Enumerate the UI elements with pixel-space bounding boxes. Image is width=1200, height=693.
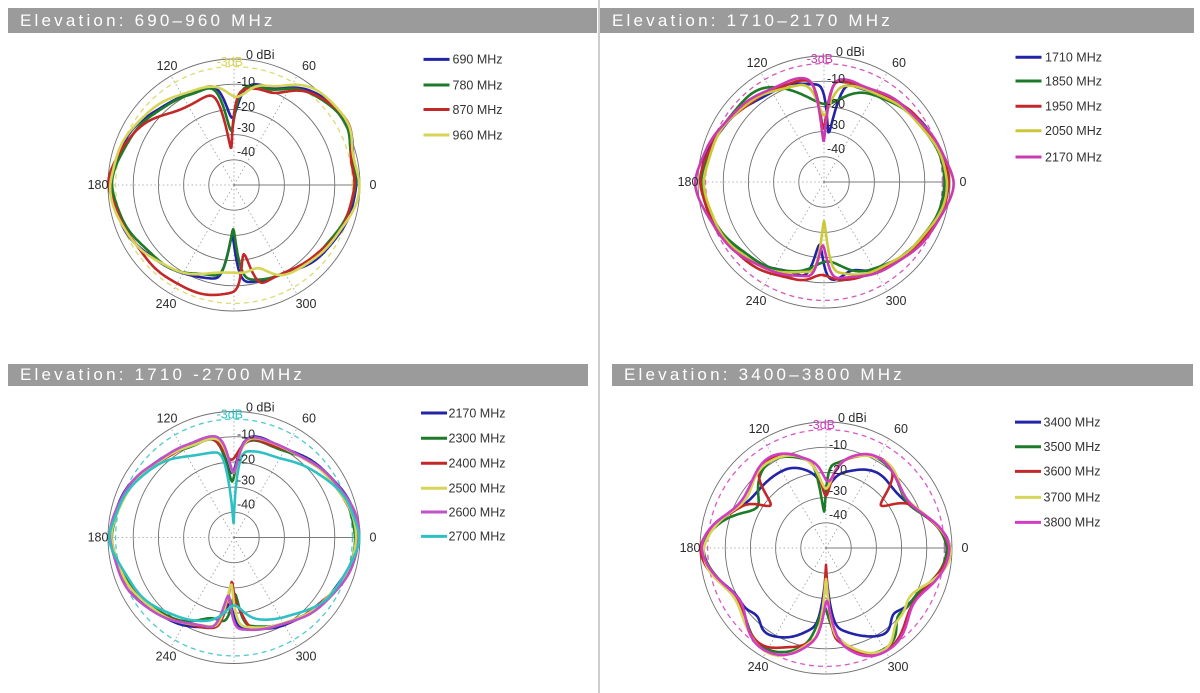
svg-text:-30: -30	[829, 484, 847, 498]
svg-text:0: 0	[960, 175, 967, 189]
svg-text:-20: -20	[829, 463, 847, 477]
svg-text:240: 240	[746, 294, 767, 308]
svg-text:2600 MHz: 2600 MHz	[449, 505, 506, 519]
svg-text:-30: -30	[827, 118, 845, 132]
svg-text:2500 MHz: 2500 MHz	[449, 482, 506, 496]
svg-text:0: 0	[370, 531, 377, 545]
svg-text:2300 MHz: 2300 MHz	[449, 432, 506, 446]
svg-text:-3dB: -3dB	[217, 55, 243, 69]
svg-text:300: 300	[296, 650, 317, 664]
svg-text:-10: -10	[237, 428, 255, 442]
svg-text:-10: -10	[237, 75, 255, 89]
svg-text:-40: -40	[829, 508, 847, 522]
svg-text:3600 MHz: 3600 MHz	[1044, 465, 1101, 479]
svg-text:60: 60	[894, 422, 908, 436]
svg-text:2170 MHz: 2170 MHz	[1045, 150, 1102, 164]
svg-text:60: 60	[892, 56, 906, 70]
svg-text:-10: -10	[827, 72, 845, 86]
svg-text:300: 300	[886, 294, 907, 308]
svg-text:-20: -20	[237, 453, 255, 467]
svg-text:1710 MHz: 1710 MHz	[1045, 51, 1102, 65]
svg-text:960 MHz: 960 MHz	[453, 128, 503, 142]
svg-text:240: 240	[748, 660, 769, 674]
svg-text:-3dB: -3dB	[809, 418, 835, 432]
svg-text:180: 180	[88, 531, 109, 545]
svg-text:300: 300	[296, 297, 317, 311]
svg-text:-40: -40	[237, 145, 255, 159]
svg-text:0 dBi: 0 dBi	[246, 401, 275, 415]
svg-text:0 dBi: 0 dBi	[246, 48, 275, 62]
svg-text:180: 180	[678, 175, 699, 189]
svg-text:0 dBi: 0 dBi	[838, 411, 867, 425]
svg-text:180: 180	[680, 541, 701, 555]
svg-text:120: 120	[157, 59, 178, 73]
svg-text:3400 MHz: 3400 MHz	[1044, 415, 1101, 429]
svg-text:2050 MHz: 2050 MHz	[1045, 124, 1102, 138]
svg-text:3500 MHz: 3500 MHz	[1044, 440, 1101, 454]
svg-text:-40: -40	[827, 142, 845, 156]
svg-text:0: 0	[962, 541, 969, 555]
svg-text:3800 MHz: 3800 MHz	[1044, 516, 1101, 530]
svg-text:-20: -20	[237, 100, 255, 114]
svg-text:780 MHz: 780 MHz	[453, 78, 503, 92]
svg-text:2400 MHz: 2400 MHz	[449, 457, 506, 471]
svg-text:-20: -20	[827, 97, 845, 111]
svg-text:3700 MHz: 3700 MHz	[1044, 491, 1101, 505]
svg-text:60: 60	[302, 412, 316, 426]
svg-text:-3dB: -3dB	[217, 408, 243, 422]
svg-text:1950 MHz: 1950 MHz	[1045, 100, 1102, 114]
svg-text:120: 120	[747, 56, 768, 70]
svg-text:120: 120	[157, 412, 178, 426]
svg-text:-10: -10	[829, 438, 847, 452]
svg-text:-30: -30	[237, 121, 255, 135]
svg-text:870 MHz: 870 MHz	[453, 103, 503, 117]
svg-text:2170 MHz: 2170 MHz	[449, 406, 506, 420]
svg-text:-3dB: -3dB	[807, 52, 833, 66]
svg-text:0: 0	[370, 178, 377, 192]
svg-text:240: 240	[156, 650, 177, 664]
svg-text:180: 180	[88, 178, 109, 192]
svg-text:240: 240	[156, 297, 177, 311]
svg-text:-40: -40	[237, 498, 255, 512]
svg-text:1850 MHz: 1850 MHz	[1045, 74, 1102, 88]
svg-text:2700 MHz: 2700 MHz	[449, 530, 506, 544]
svg-text:60: 60	[302, 59, 316, 73]
svg-text:120: 120	[749, 422, 770, 436]
svg-text:300: 300	[888, 660, 909, 674]
svg-text:0 dBi: 0 dBi	[836, 45, 865, 59]
svg-text:690 MHz: 690 MHz	[453, 53, 503, 67]
svg-text:-30: -30	[237, 474, 255, 488]
